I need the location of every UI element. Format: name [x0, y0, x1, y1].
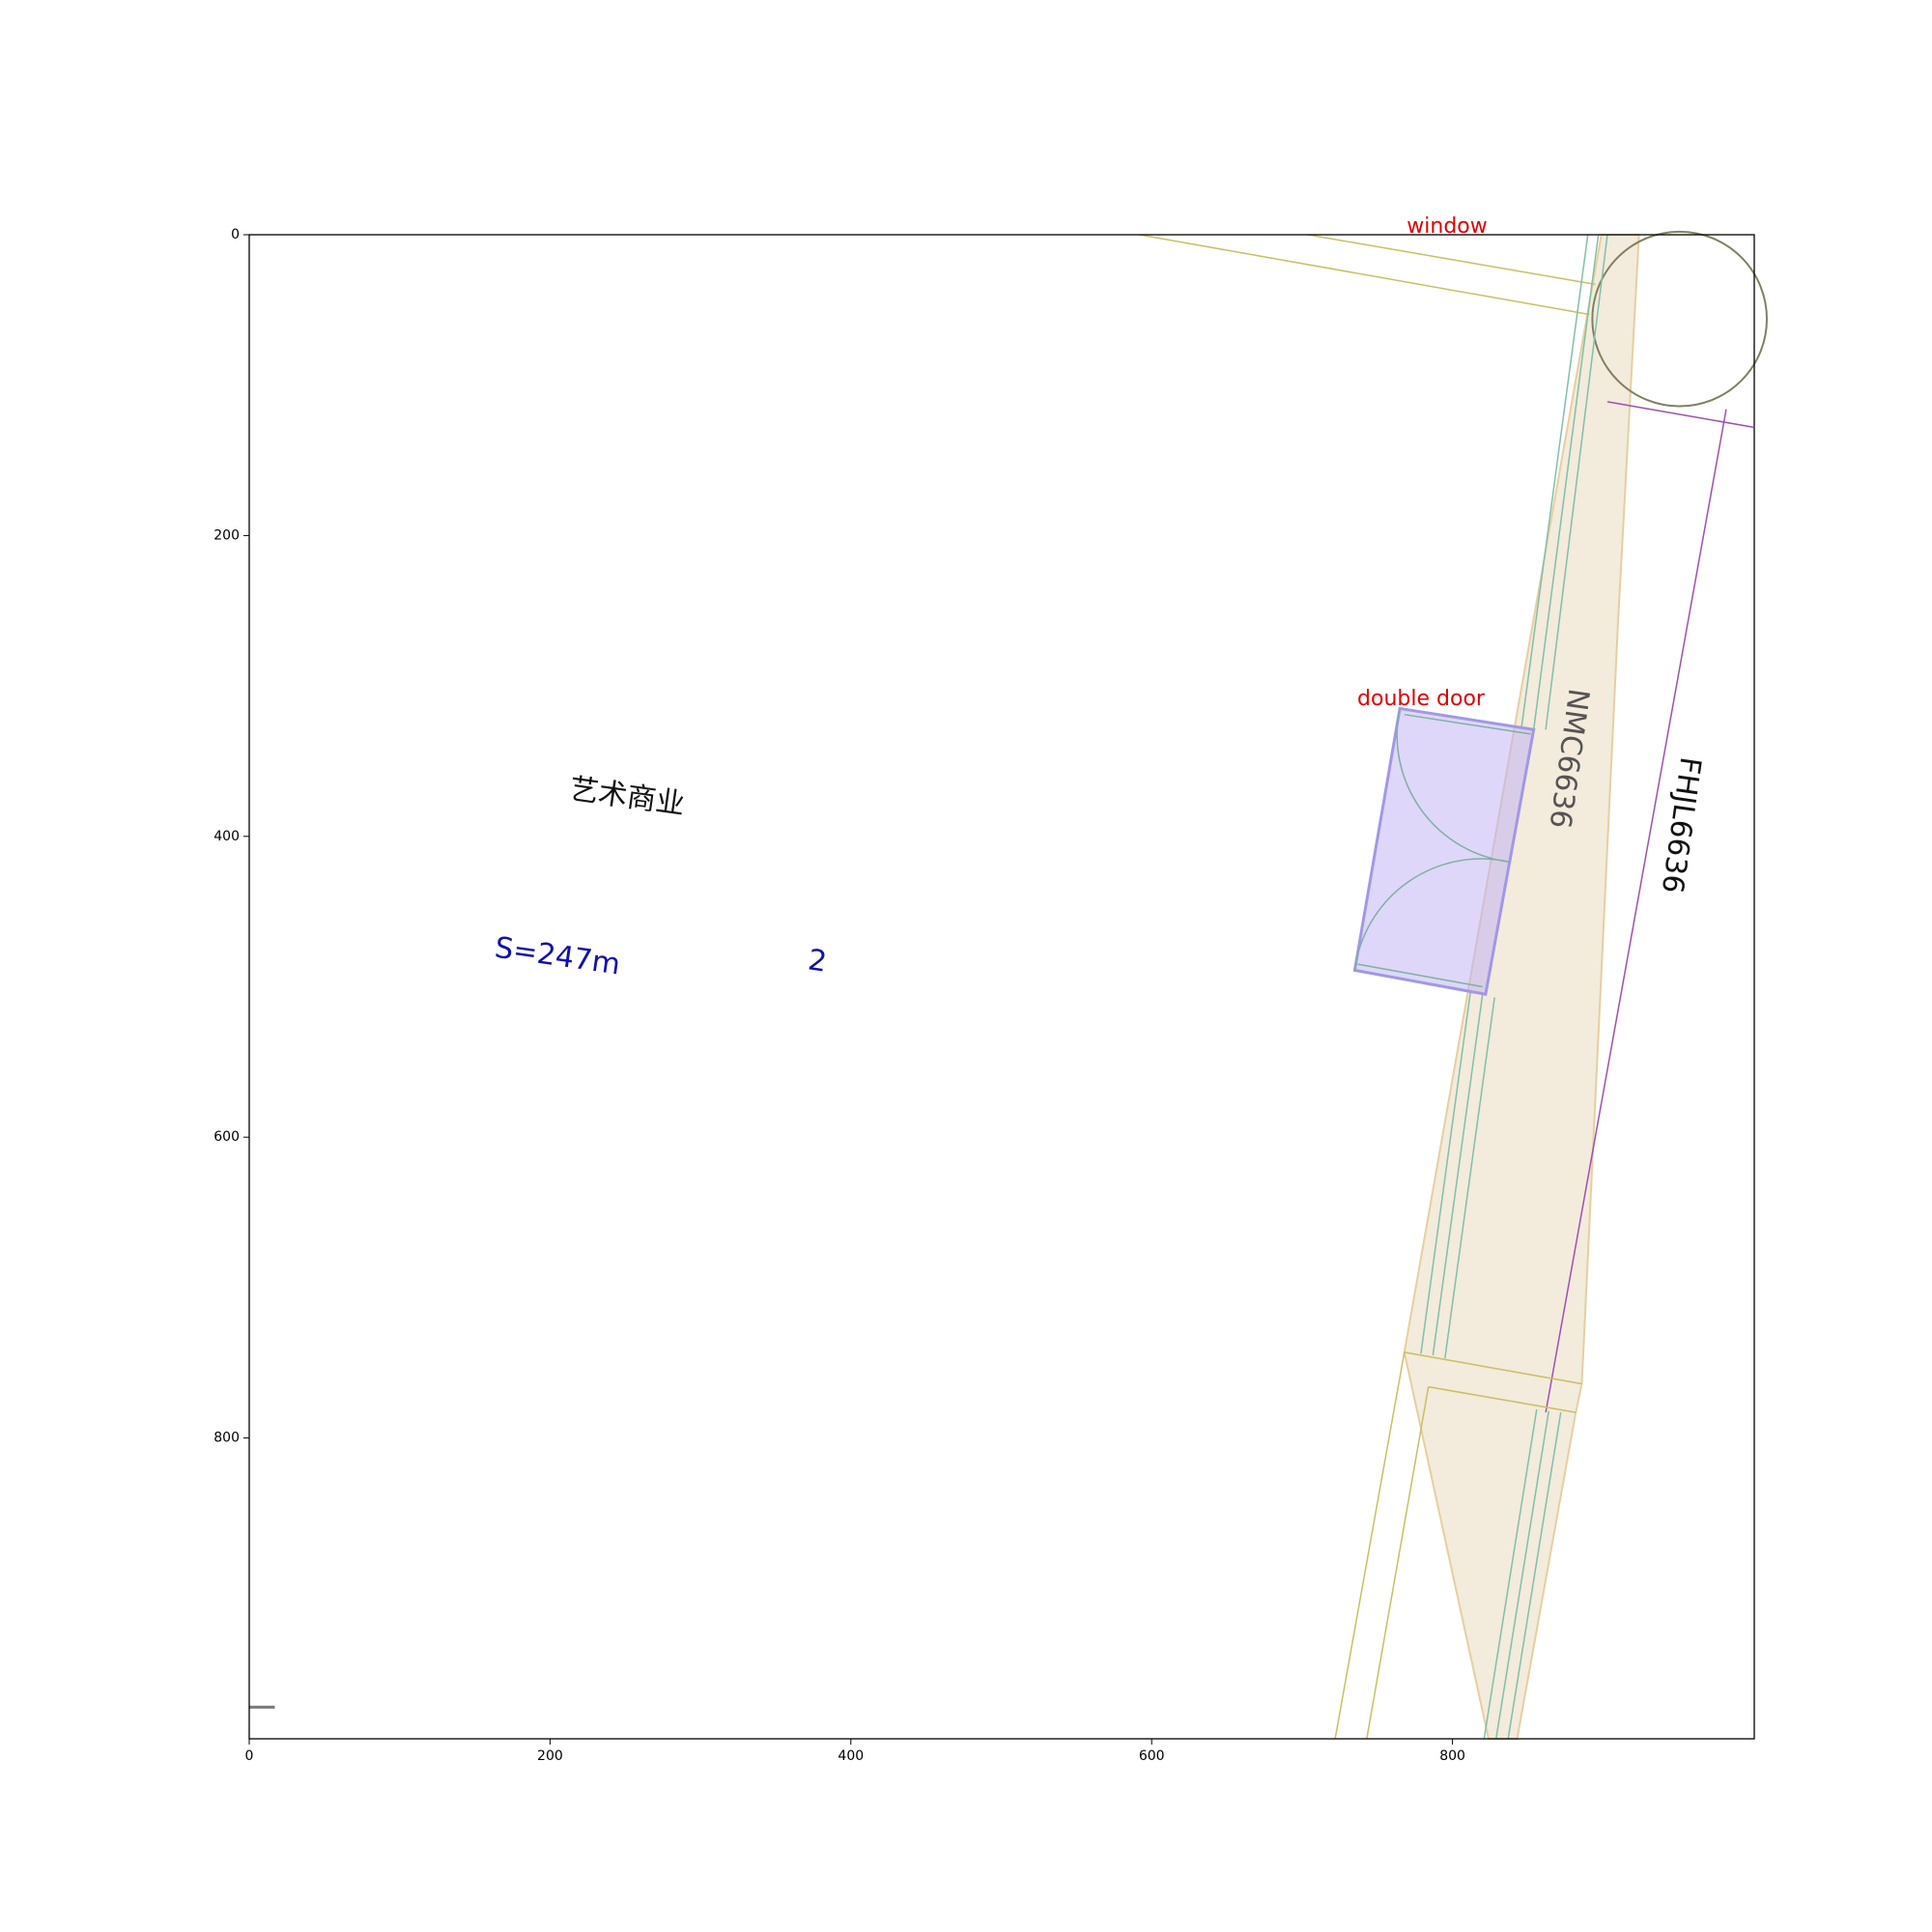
wall-line: [1484, 1409, 1536, 1739]
x-tick-label: 0: [245, 1748, 254, 1764]
edge-line: [1405, 1352, 1582, 1384]
x-tick-label: 400: [838, 1748, 864, 1764]
door-leaf: [1358, 964, 1483, 986]
dimension-line: [1607, 402, 1753, 427]
window-line: [1308, 235, 1595, 284]
y-tick-label: 400: [213, 829, 240, 844]
x-tick-label: 200: [537, 1748, 563, 1764]
double-door: [1354, 708, 1533, 994]
window-line: [1140, 235, 1590, 315]
y-tick-label: 200: [213, 527, 240, 543]
x-tick-label: 800: [1439, 1748, 1465, 1764]
axes-frame: [248, 234, 1755, 1740]
plan-drawing: [249, 232, 1767, 1739]
wall-line: [1546, 235, 1607, 729]
y-tick-label: 600: [213, 1129, 240, 1145]
window-label: window: [1406, 214, 1487, 239]
x-tick-label: 600: [1139, 1748, 1165, 1764]
door-swing: [1354, 708, 1509, 970]
wall-line: [1496, 1411, 1548, 1739]
wall-line: [1433, 994, 1482, 1355]
wall-line: [1508, 1412, 1560, 1739]
y-tick-label: 800: [213, 1431, 240, 1446]
wall-line: [1534, 235, 1599, 729]
door-label: double door: [1357, 687, 1486, 711]
edge-line: [1367, 1387, 1429, 1739]
edge-line: [1335, 1352, 1405, 1739]
column-circle: [1592, 232, 1767, 407]
dimension-line: [1546, 410, 1726, 1413]
wall-line: [1421, 991, 1470, 1353]
door-leaf: [1405, 715, 1531, 734]
wall-line: [1445, 997, 1494, 1358]
area-unit-power: 2: [806, 943, 829, 979]
wall-line: [1521, 235, 1588, 726]
edge-line: [1429, 1387, 1577, 1412]
y-tick-label: 0: [231, 227, 240, 242]
